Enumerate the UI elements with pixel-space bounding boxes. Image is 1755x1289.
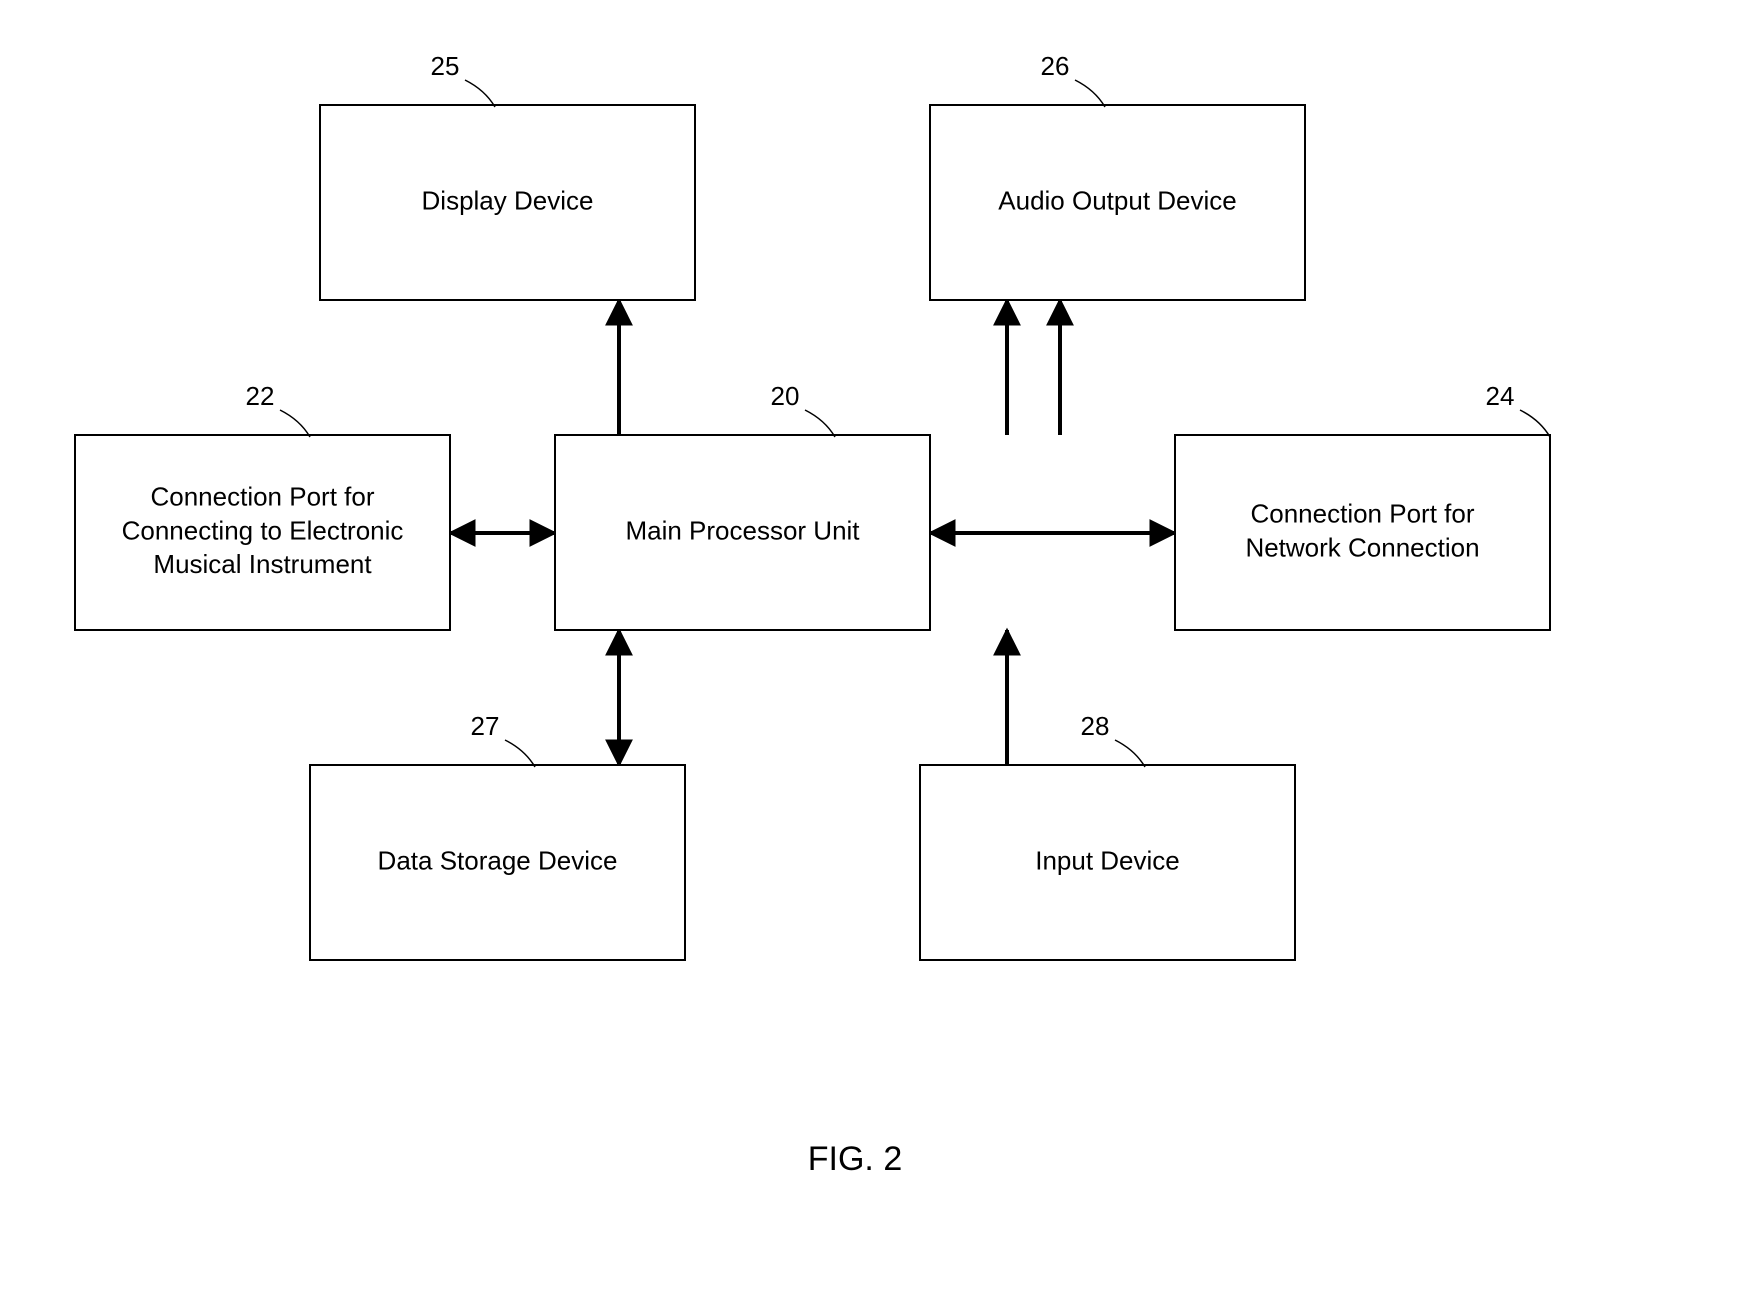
node-instrument-port-label-line-2: Musical Instrument [153,549,372,579]
block-diagram: Display Device 25 Audio Output Device 26 Con… [0,0,1755,1289]
node-display-leader [465,80,495,107]
node-instrument-port-label-line-1: Connecting to Electronic [122,515,404,545]
node-audio-label-line-0: Audio Output Device [998,185,1236,215]
node-display-refnum: 25 [431,51,460,81]
node-audio-leader [1075,80,1105,107]
node-storage-label-line-0: Data Storage Device [378,845,618,875]
node-instrument-port-label-line-0: Connection Port for [150,482,374,512]
node-network-port-label-line-0: Connection Port for [1250,498,1474,528]
node-input-leader [1115,740,1145,767]
node-mpu-leader [805,410,835,437]
node-instrument-port-refnum: 22 [246,381,275,411]
node-network-port-leader [1520,410,1550,437]
node-network-port-label-line-1: Network Connection [1245,532,1479,562]
figure-caption: FIG. 2 [808,1140,902,1178]
node-storage-leader [505,740,535,767]
node-mpu-refnum: 20 [771,381,800,411]
node-storage-refnum: 27 [471,711,500,741]
node-network-port-refnum: 24 [1486,381,1515,411]
node-input-refnum: 28 [1081,711,1110,741]
node-display-label-line-0: Display Device [422,185,594,215]
node-input-label-line-0: Input Device [1035,845,1180,875]
node-audio-refnum: 26 [1041,51,1070,81]
node-instrument-port-leader [280,410,310,437]
node-mpu-label-line-0: Main Processor Unit [625,515,860,545]
